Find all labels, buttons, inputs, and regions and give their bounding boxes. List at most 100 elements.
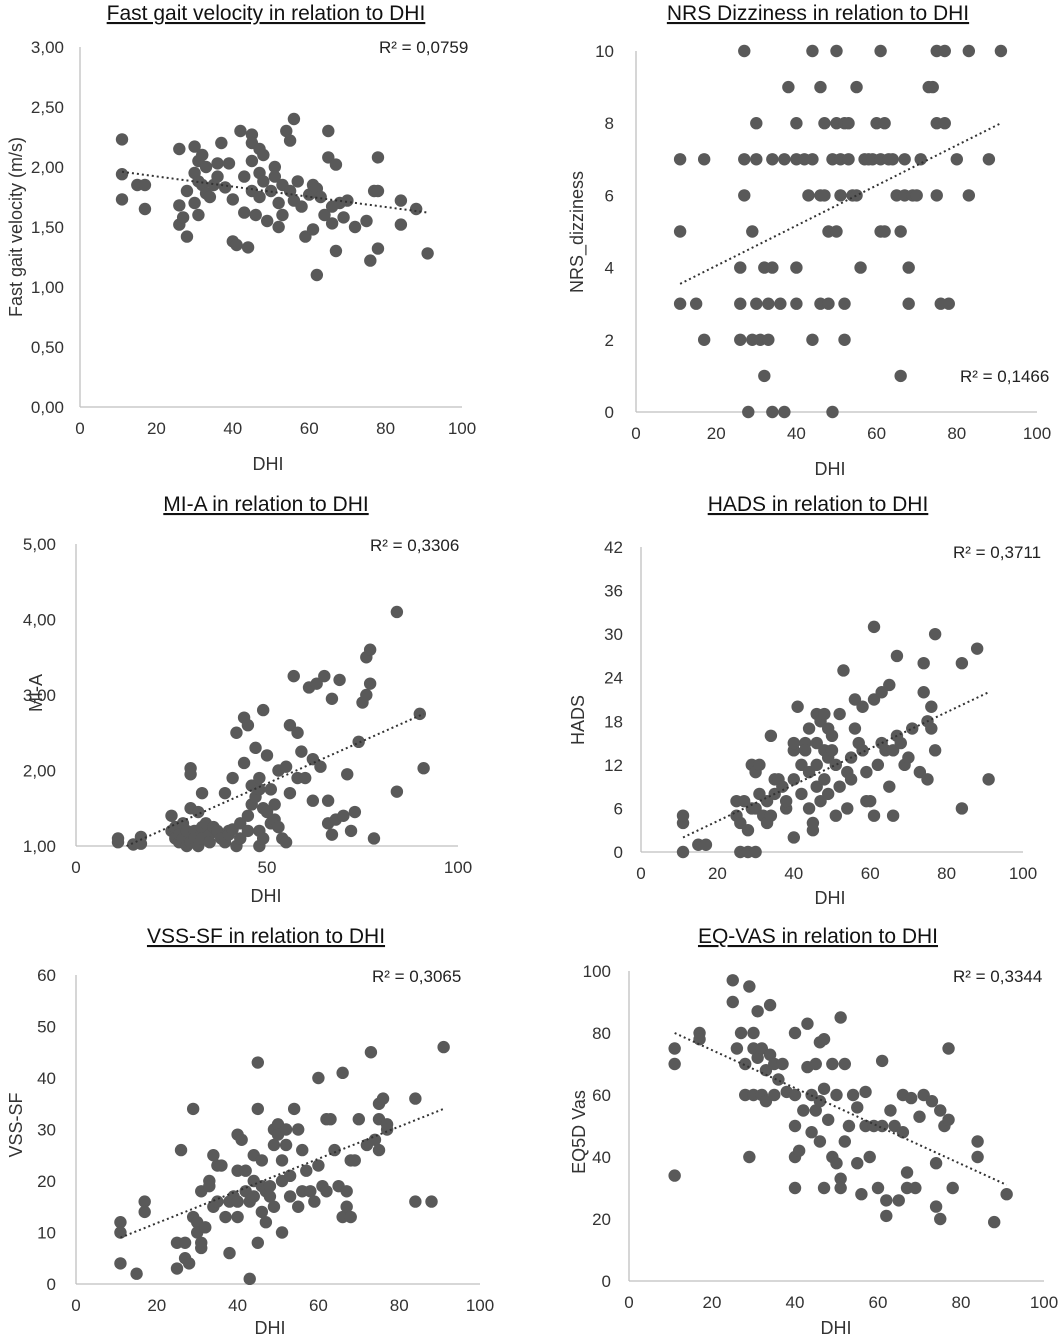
nrs-data-point [962,189,976,202]
nrs-data-point [766,153,779,166]
panel-mia-plot: 0 50 100 1,00 2,00 3,00 4,00 5,00 [23,535,472,877]
hads-data-point [818,707,831,721]
hads-data-point [970,642,984,655]
gait-data-point [276,208,289,222]
nrs-data-point [774,297,787,310]
nrs-data-point [790,117,803,130]
eqvas-data-point [942,1042,955,1055]
eqvas-data-point [880,1194,893,1207]
nrs-x-tick-label: 80 [947,424,966,443]
hads-data-point [925,722,938,735]
hads-data-point [890,649,904,663]
gait-data-point [394,218,408,231]
vss-data-point [251,1236,264,1250]
nrs-data-point [734,297,747,310]
mia-data-point [237,756,251,770]
hads-data-point [787,736,800,750]
mia-data-point [249,741,262,755]
vss-data-point [372,1143,386,1157]
gait-x-tick-label: 80 [376,419,395,438]
eqvas-data-point [1000,1188,1013,1201]
panel-hads-ylabel: HADS [568,695,588,745]
gait-y-tick-label: 2,00 [31,158,64,177]
vss-y-tick-label: 20 [37,1172,56,1191]
gait-x-tick-label: 40 [223,419,242,438]
panel-eqvas-r2: R² = 0,3344 [953,967,1042,986]
vss-data-point [255,1205,269,1219]
vss-data-point [292,1200,305,1213]
panel-mia: MI-A in relation to DHI R² = 0,3306 DHI … [26,493,459,906]
nrs-data-point [834,189,847,202]
panel-eqvas-ylabel: EQ5D Vas [569,1090,589,1174]
nrs-data-point [910,189,923,202]
hads-data-point [741,824,755,837]
eqvas-data-point [859,1085,872,1099]
mia-y-tick-label: 3,00 [23,686,56,705]
nrs-data-point [878,117,891,130]
panel-gait-r2: R² = 0,0759 [379,38,468,57]
hads-data-point [921,773,934,786]
nrs-data-point [766,261,779,274]
gait-data-point [211,170,224,183]
hads-data-point [799,744,812,757]
vss-data-point [304,1185,317,1198]
mia-data-point [314,760,327,773]
gait-x-tick-label: 0 [75,419,84,438]
gait-x-tick-label: 60 [300,419,319,438]
eqvas-data-point [925,1095,939,1108]
vss-x-tick-label: 20 [147,1296,166,1315]
hads-data-point [982,773,995,786]
panel-gait: Fast gait velocity in relation to DHI R²… [6,2,468,474]
nrs-data-point [850,189,863,202]
eqvas-data-point [751,1005,764,1018]
panel-hads-title: HADS in relation to DHI [708,493,929,516]
vss-data-point [283,1169,297,1183]
gait-data-point [138,178,152,192]
hads-data-point [867,809,881,822]
vss-data-point [263,1179,277,1193]
gait-data-point [310,268,324,282]
gait-data-point [360,214,373,228]
eqvas-data-point [830,1157,843,1170]
nrs-data-point [806,333,819,346]
nrs-data-point [886,153,899,166]
panel-gait-plot: 0 20 40 60 80 100 0,00 0,50 1,00 1,50 2,00 2,50 3,00 [31,38,476,438]
nrs-y-tick-label: 2 [605,331,614,350]
mia-data-point [306,794,320,807]
panel-vss-plot: 0 20 40 60 80 100 0 10 20 30 40 50 60 [37,966,494,1315]
gait-data-point [272,220,285,234]
eqvas-data-point [909,1181,922,1195]
mia-trend-line [126,712,425,847]
hads-data-point [928,627,942,641]
mia-data-point [241,824,255,838]
gait-data-point [371,151,385,164]
vss-data-point [287,1102,301,1116]
gait-data-point [234,124,247,138]
hads-data-point [795,787,808,801]
vss-data-point [186,1102,200,1116]
eqvas-data-point [739,1057,752,1071]
eqvas-y-tick-label: 40 [592,1148,611,1167]
nrs-y-tick-label: 4 [605,259,614,278]
panel-vss-r2: R² = 0,3065 [372,967,461,986]
panel-eqvas-title: EQ-VAS in relation to DHI [698,925,938,948]
vss-data-point [195,1241,208,1255]
panel-mia-ylabel: MI-A [26,674,46,712]
nrs-data-point [838,333,851,346]
mia-data-point [352,735,365,749]
vss-data-point [328,1143,341,1157]
vss-data-point [203,1179,216,1193]
panel-gait-xlabel: DHI [253,454,284,474]
gait-data-point [280,124,293,138]
eqvas-data-point [834,1172,847,1185]
hads-data-point [841,802,854,815]
mia-data-point [230,726,243,739]
hads-data-point [676,809,690,822]
eqvas-data-point [763,998,777,1012]
nrs-data-point [878,225,891,238]
eqvas-data-point [913,1110,926,1123]
hads-data-point [867,620,881,634]
hads-data-point [829,809,843,822]
gait-data-point [230,238,243,252]
vss-data-point [308,1195,321,1208]
